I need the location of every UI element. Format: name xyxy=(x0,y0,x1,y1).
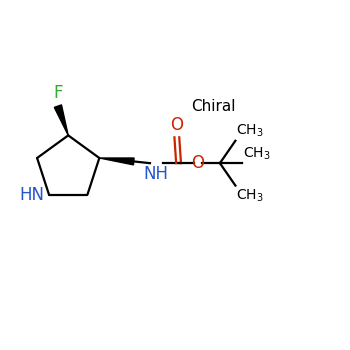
Polygon shape xyxy=(99,158,134,165)
Polygon shape xyxy=(54,105,68,135)
Text: F: F xyxy=(53,84,63,101)
Text: O: O xyxy=(191,154,204,172)
Text: HN: HN xyxy=(20,186,45,204)
Text: CH$_3$: CH$_3$ xyxy=(237,187,264,204)
Text: CH$_3$: CH$_3$ xyxy=(237,122,264,139)
Text: CH$_3$: CH$_3$ xyxy=(243,146,271,162)
Text: O: O xyxy=(170,116,183,134)
Text: NH: NH xyxy=(144,165,169,183)
Text: Chiral: Chiral xyxy=(191,99,235,114)
